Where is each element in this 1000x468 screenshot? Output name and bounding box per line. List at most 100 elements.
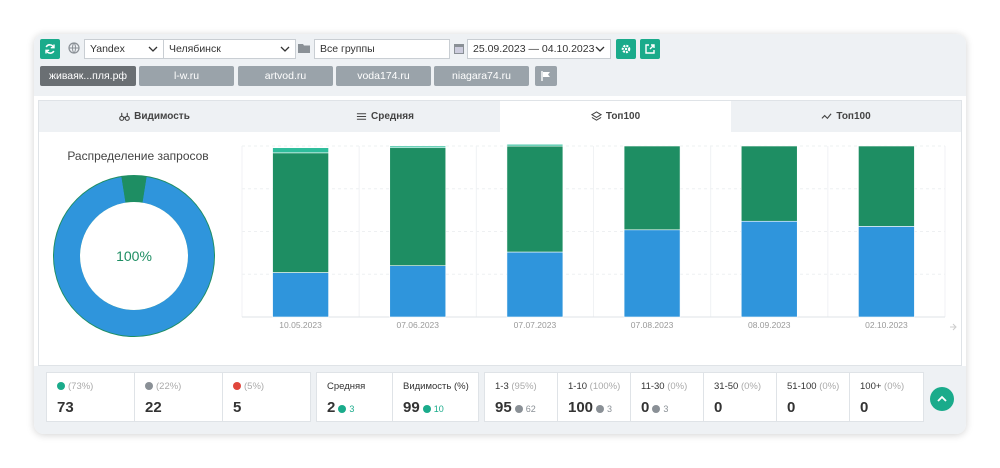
- stat-top-31-50-value: 0: [714, 399, 723, 416]
- refresh-icon: [45, 44, 55, 54]
- group-select[interactable]: Все группы: [314, 39, 450, 59]
- site-tab-4[interactable]: niagara74.ru: [434, 66, 529, 86]
- region-select[interactable]: Челябинск: [163, 39, 296, 59]
- chevron-down-icon: [280, 46, 290, 52]
- x-tick-label: 07.06.2023: [396, 320, 439, 330]
- flag-icon: [541, 71, 550, 81]
- up-circle-icon: [422, 405, 431, 413]
- stat-down: (5%) 5: [223, 373, 310, 421]
- stats-bar: (73%) 73 (22%) 22 (5%) 5 Средняя 2 3 Види…: [34, 366, 966, 434]
- globe-icon: [68, 42, 80, 57]
- stat-top-31-50-label: 31-50: [714, 381, 739, 392]
- tab-average[interactable]: Средняя: [270, 101, 500, 132]
- bar-11-30-10.05.2023: [272, 147, 329, 154]
- up-circle-icon: [57, 382, 65, 390]
- stat-down-value: 5: [233, 399, 242, 416]
- scroll-up-button[interactable]: [930, 387, 954, 411]
- stat-top-51-100: 51-100 (0%) 0: [777, 373, 850, 421]
- stat-top-51-100-pct: (0%): [819, 381, 840, 392]
- position-change-box: (73%) 73 (22%) 22 (5%) 5: [46, 372, 311, 422]
- main-card: Yandex Челябинск Все группы 25.09.2023 —…: [34, 34, 966, 434]
- stat-top-1-10-delta: 3: [607, 404, 613, 414]
- bar-1-10-02.10.2023: [858, 145, 915, 227]
- stat-up-pct: (73%): [68, 381, 94, 392]
- stat-top-11-30: 11-30 (0%) 0 3: [631, 373, 704, 421]
- tab-visibility-label: Видимость: [134, 111, 190, 122]
- chart-tabs: Видимость Средняя Топ100 Топ100: [39, 101, 961, 132]
- date-range-value: 25.09.2023 — 04.10.2023: [473, 43, 595, 55]
- bar-1-10-10.05.2023: [272, 152, 329, 273]
- chevron-down-icon: [595, 46, 605, 52]
- site-tab-1[interactable]: l-w.ru: [139, 66, 234, 86]
- filter-toolbar: Yandex Челябинск Все группы 25.09.2023 —…: [34, 34, 966, 96]
- stat-top-100plus-value: 0: [860, 399, 869, 416]
- lines-icon: [356, 113, 367, 120]
- x-tick-label: 08.09.2023: [748, 320, 791, 330]
- minus-circle-icon: [145, 382, 153, 390]
- circle-icon: [514, 405, 523, 413]
- donut-chart: 100%: [53, 175, 215, 337]
- stat-top-51-100-label: 51-100: [787, 381, 817, 392]
- stat-top-1-3-pct: (95%): [511, 381, 537, 392]
- bar-1-3-02.10.2023: [858, 226, 915, 318]
- stat-average-value: 2: [327, 399, 336, 416]
- gear-icon: [621, 44, 631, 54]
- chevron-down-icon: [148, 46, 158, 52]
- site-tab-2[interactable]: artvod.ru: [238, 66, 333, 86]
- axis-arrow-icon: [950, 323, 957, 331]
- region-value: Челябинск: [169, 43, 221, 55]
- stat-top-31-50: 31-50 (0%) 0: [704, 373, 777, 421]
- stat-visibility-value: 99: [403, 399, 420, 416]
- settings-button[interactable]: [616, 39, 636, 59]
- donut-slice-1-10: [121, 176, 147, 203]
- binoculars-icon: [119, 112, 130, 121]
- flag-button[interactable]: [535, 66, 557, 86]
- stat-same-pct: (22%): [156, 381, 182, 392]
- bar-1-10-07.06.2023: [389, 147, 447, 266]
- bar-1-10-07.07.2023: [506, 145, 564, 253]
- date-range-select[interactable]: 25.09.2023 — 04.10.2023: [467, 39, 611, 59]
- group-value: Все группы: [320, 43, 375, 55]
- stat-top-51-100-value: 0: [787, 399, 796, 416]
- search-engine-select[interactable]: Yandex: [84, 39, 164, 59]
- metrics-box: Средняя 2 3 Видимость (%) 99 10: [316, 372, 479, 422]
- site-tab-3[interactable]: voda174.ru: [336, 66, 431, 86]
- x-tick-label: 07.07.2023: [514, 320, 557, 330]
- stat-top-11-30-pct: (0%): [667, 381, 688, 392]
- circle-icon: [596, 405, 605, 413]
- stat-top-100plus-pct: (0%): [884, 381, 905, 392]
- stat-top-11-30-label: 11-30: [641, 381, 665, 392]
- bar-1-3-10.05.2023: [272, 272, 329, 318]
- stat-average-label: Средняя: [327, 381, 366, 392]
- site-tab-0[interactable]: живаяк...пля.рф: [40, 66, 136, 86]
- stat-top-1-3-delta: 62: [525, 404, 536, 414]
- stat-up-value: 73: [57, 399, 74, 416]
- down-circle-icon: [233, 382, 241, 390]
- stat-top-100plus: 100+ (0%) 0: [850, 373, 923, 421]
- bar-1-10-07.08.2023: [623, 145, 681, 231]
- bar-1-3-07.06.2023: [389, 265, 447, 318]
- tab-visibility[interactable]: Видимость: [39, 101, 270, 132]
- circle-icon: [652, 405, 661, 413]
- folder-icon: [298, 43, 311, 57]
- stat-up: (73%) 73: [47, 373, 135, 421]
- stat-top-1-10-pct: (100%): [589, 381, 621, 392]
- donut-slice-1-3: [54, 176, 214, 336]
- bar-1-10-08.09.2023: [740, 145, 798, 222]
- x-tick-label: 10.05.2023: [279, 320, 322, 330]
- bar-11-30-07.07.2023: [506, 143, 564, 147]
- stat-top-1-3-label: 1-3: [495, 381, 509, 392]
- tab-top100-trend[interactable]: Топ100: [731, 101, 961, 132]
- stat-top-1-3-value: 95: [495, 399, 512, 416]
- chart-panel: Видимость Средняя Топ100 Топ100 Распреде…: [38, 100, 962, 421]
- refresh-button[interactable]: [40, 39, 60, 59]
- stat-top-100plus-label: 100+: [860, 381, 882, 392]
- tab-top100[interactable]: Топ100: [500, 101, 731, 132]
- stat-same-value: 22: [145, 399, 162, 416]
- donut-hole: [80, 202, 188, 310]
- layers-icon: [590, 111, 602, 121]
- export-button[interactable]: [640, 39, 660, 59]
- up-circle-icon: [338, 405, 347, 413]
- stat-average: Средняя 2 3: [317, 373, 393, 421]
- bar-1-3-07.07.2023: [506, 251, 564, 318]
